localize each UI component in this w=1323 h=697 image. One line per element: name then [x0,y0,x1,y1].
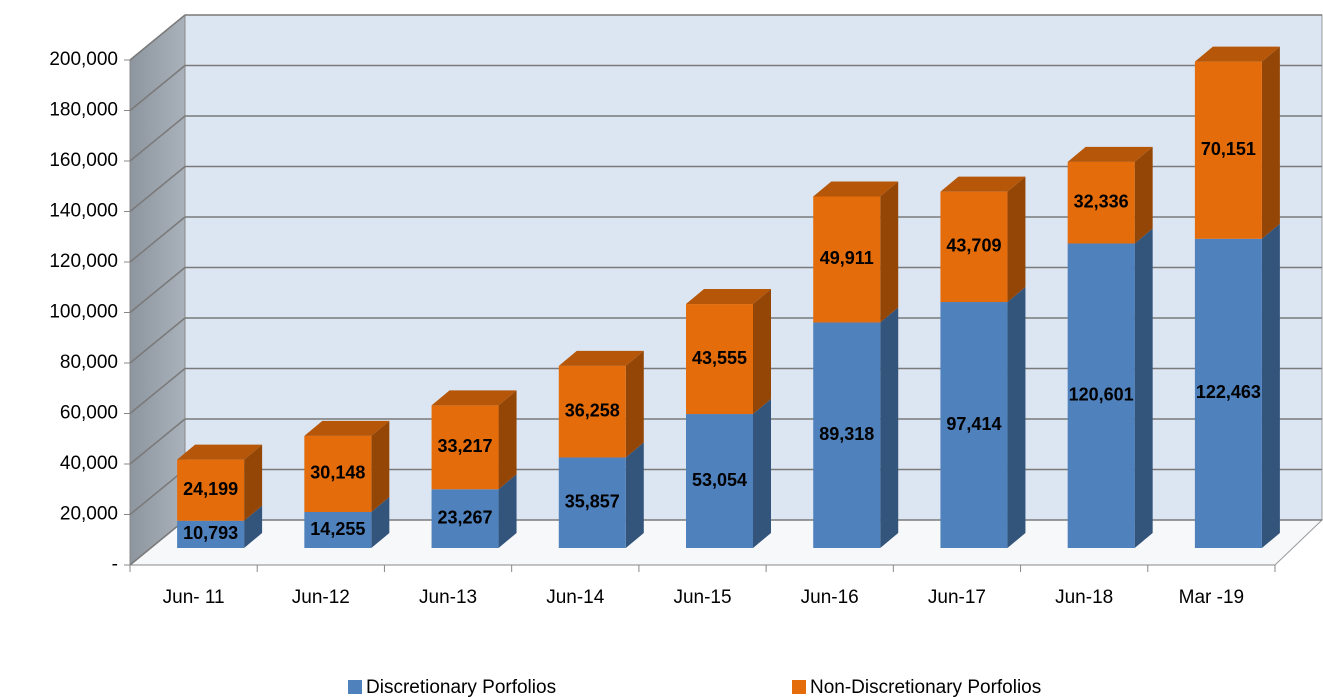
bar [177,520,245,548]
bar-top [813,181,899,197]
legend-label: Non-Discretionary Porfolios [810,677,1041,697]
bar [686,304,753,415]
bar [813,322,881,548]
grid-line [129,216,186,263]
data-label: 35,857 [565,491,620,511]
grid-line [129,64,186,112]
grid-line [129,115,186,162]
bar [431,405,499,490]
bar-top [558,350,644,366]
bar-side [880,181,899,323]
bar [686,414,753,548]
y-tick-label: 80,000 [60,352,118,373]
bar-top [1194,46,1280,62]
bar-side [625,442,644,548]
legend-swatch [792,680,806,694]
bar-top [940,176,1026,192]
bar-top [431,390,517,406]
bar-side [371,497,390,548]
bar-side [1134,228,1153,548]
y-tick-label: 100,000 [49,302,118,323]
data-label: 33,217 [438,436,493,456]
x-tick-label: Jun-18 [1055,587,1113,608]
bar [940,302,1008,548]
data-label: 89,318 [819,424,874,444]
data-label: 36,258 [565,400,620,420]
bar [1067,161,1135,244]
bar [1194,238,1262,548]
bar [940,191,1008,303]
grid-line [129,14,186,61]
bar-side [498,474,517,548]
data-label: 10,793 [183,523,238,543]
legend-swatch [348,680,362,694]
bar [558,457,626,548]
y-tick-label: 60,000 [60,403,118,424]
bar-side [753,399,771,548]
bar-side [244,444,263,521]
x-tick-label: Mar -19 [1179,587,1244,608]
data-label: 120,601 [1069,384,1134,404]
x-tick-label: Jun- 11 [163,587,225,608]
bar [558,365,626,458]
data-label: 49,911 [820,248,874,268]
bar-top [304,420,390,436]
x-tick-label: Jun-17 [928,587,986,608]
bar [304,512,372,548]
data-label: 30,148 [310,463,365,483]
y-tick-label: 200,000 [49,49,118,70]
x-tick-label: Jun-13 [419,587,477,608]
grid-line [129,418,186,465]
bar [304,435,372,513]
bar [177,459,245,521]
bar-side [1007,176,1026,303]
bar-side [1134,146,1153,244]
legend-label: Discretionary Porfolios [366,677,556,697]
y-tick-label: 160,000 [49,150,118,171]
grid-line [129,519,186,566]
bar-top [177,444,263,460]
bar-side [880,307,899,548]
bar-top [1067,146,1153,162]
bar [431,489,499,548]
bar-side [1261,223,1280,548]
data-label: 24,199 [183,479,238,499]
bar [1194,61,1262,239]
y-tick-label: - [112,554,118,575]
bar-side [498,390,517,490]
bar-side [1261,46,1280,239]
data-label: 53,054 [692,470,747,490]
grid-line [129,317,186,364]
grid-line [129,266,186,314]
grid-line [129,367,186,415]
y-tick-label: 180,000 [49,100,118,121]
y-tick-label: 40,000 [60,453,118,474]
grid-line [129,165,186,213]
data-label: 70,151 [1201,139,1256,159]
bar-side [371,420,390,513]
data-label: 14,255 [310,519,365,539]
bar-side [753,289,771,415]
x-tick-label: Jun-16 [801,587,859,608]
y-tick-label: 20,000 [60,504,118,525]
data-label: 32,336 [1074,191,1129,211]
grid-line [129,468,186,516]
y-tick-label: 140,000 [49,201,118,222]
x-tick-label: Jun-12 [292,587,350,608]
data-label: 43,709 [946,236,1001,256]
bar-side [244,505,263,548]
x-tick-label: Jun-14 [546,587,605,608]
data-label: 122,463 [1196,382,1261,402]
bar [1067,243,1135,548]
bar-top [686,289,771,305]
bar-side [1007,287,1026,548]
bar [813,196,881,323]
x-tick-label: Jun-15 [673,587,731,608]
data-label: 97,414 [946,414,1001,434]
data-label: 43,555 [692,348,747,368]
y-tick-label: 120,000 [49,251,118,272]
bar-side [625,350,644,458]
data-label: 23,267 [438,507,493,527]
